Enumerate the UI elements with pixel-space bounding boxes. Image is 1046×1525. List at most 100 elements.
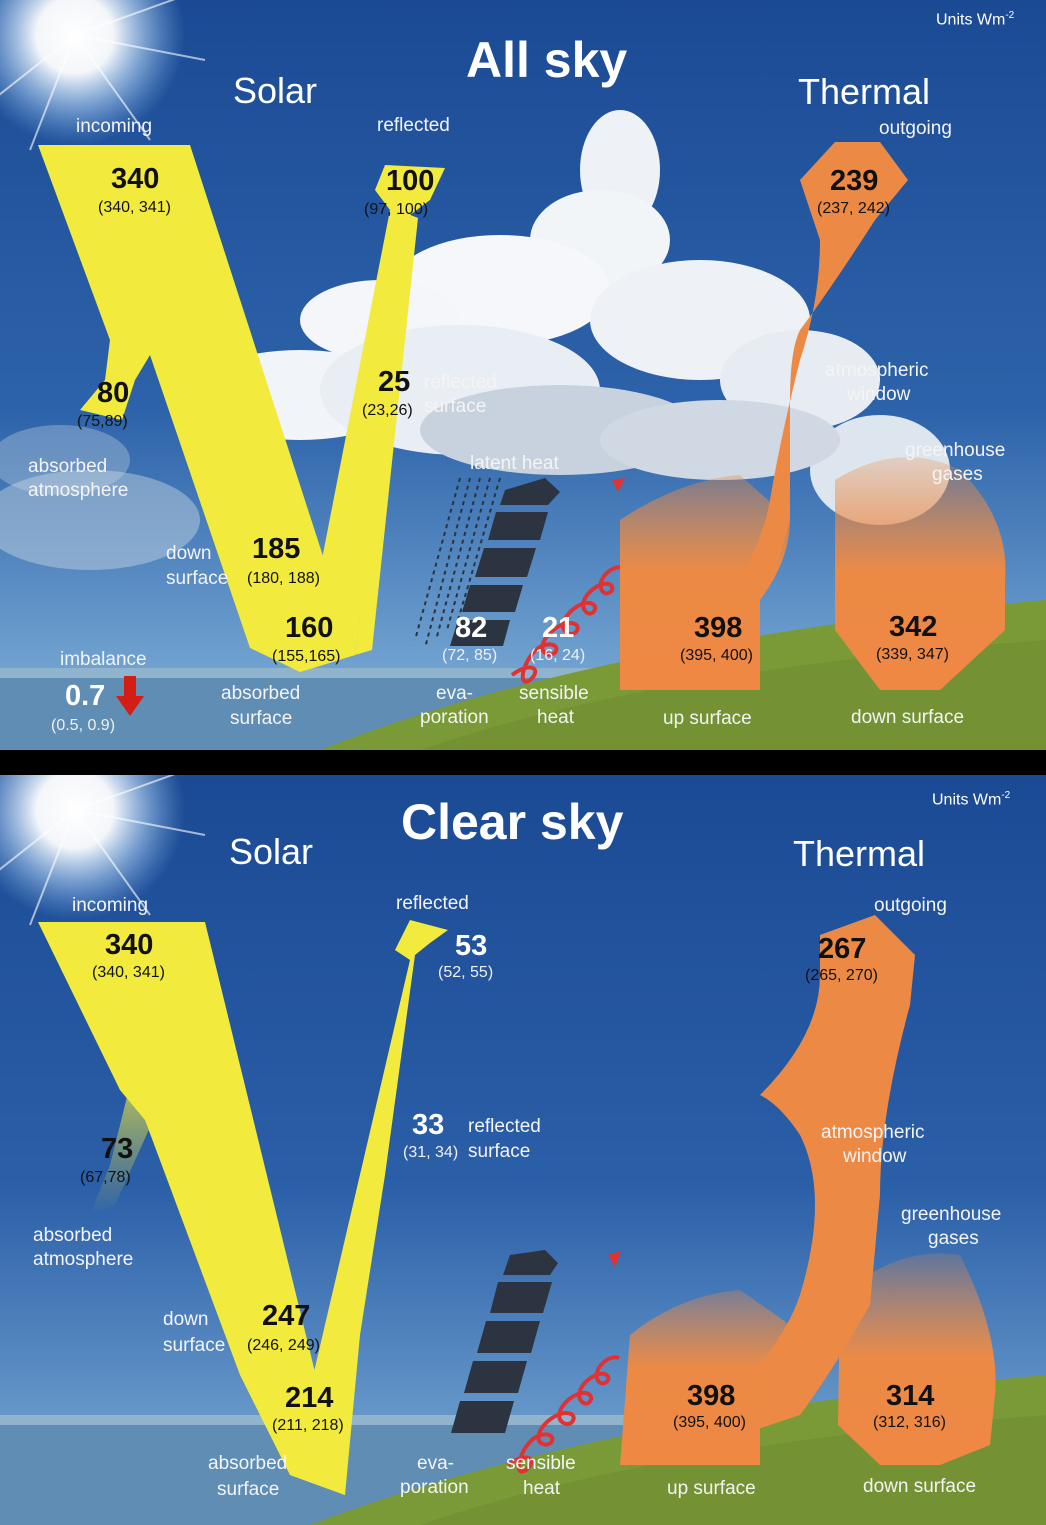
down-surface-label-1: down [163,1309,209,1330]
evaporation-label-1: eva- [436,683,473,704]
down-thermal-range: (339, 347) [876,646,949,663]
outgoing-value: 239 [830,165,879,197]
units-label: Units Wm-2 [936,10,1015,29]
reflected-surface-label-1: reflected [424,372,497,393]
surface-down-thermal [838,1253,996,1465]
absorbed-atm-value: 80 [97,377,130,409]
outgoing-value: 267 [818,933,867,965]
thermal-heading: Thermal [798,71,931,112]
reflected-value: 100 [386,165,435,197]
absorbed-surface-label-2: surface [217,1479,280,1500]
absorbed-atm-label-2: atmosphere [33,1249,134,1270]
solar-heading: Solar [233,70,318,111]
absorbed-atm-range: (75,89) [77,413,128,430]
sensible-label-2: heat [523,1478,560,1499]
thermal-heading: Thermal [793,833,926,874]
reflected-surface-range: (31, 34) [403,1144,459,1161]
latent-heat-arrow-icon [451,1250,558,1433]
sensible-value: 21 [542,612,575,644]
clear-sky-panel: Units Wm-2 Clear sky Solar Thermal incom… [0,775,1046,1525]
absorbed-atm-label-2: atmosphere [28,480,129,501]
incoming-solar-arrow [38,922,345,1495]
reflected-surface-label-2: surface [424,396,487,417]
down-surface-value: 247 [262,1300,311,1332]
incoming-label: incoming [72,895,149,916]
sun-icon [0,775,206,926]
latent-heat-arrow-icon [450,478,560,646]
ghg-label-2: gases [928,1228,979,1249]
reflected-solar-arrow [290,920,448,1495]
absorbed-atm-label-1: absorbed [33,1225,113,1246]
reflected-surface-range: (23,26) [362,402,413,419]
absorbed-atm-range: (67,78) [80,1169,131,1186]
solar-flows [38,920,448,1495]
down-surface-range: (246, 249) [247,1337,320,1354]
incoming-range: (340, 341) [98,199,171,216]
imbalance-range: (0.5, 0.9) [51,717,116,734]
solar-flows [38,145,445,672]
up-surface-range: (395, 400) [680,647,753,664]
window-label-2: window [843,1146,907,1167]
down-surface-label-1: down [166,543,212,564]
spiral-arrow-icon [506,1251,621,1474]
down-arrow-icon [116,676,144,716]
clear-sky-background [0,775,1046,1525]
up-surface-label: up surface [663,708,752,729]
ghg-label-2: gases [932,464,983,485]
evaporation-label-1: eva- [417,1453,454,1474]
outgoing-range: (237, 242) [817,200,890,217]
absorbed-surface-label-1: absorbed [208,1453,288,1474]
reflected-label: reflected [396,893,469,914]
window-label-2: window [847,384,911,405]
down-thermal-value: 314 [886,1380,935,1412]
outgoing-label: outgoing [874,895,947,916]
down-surface-label-2: surface [163,1335,226,1356]
incoming-value: 340 [111,163,160,195]
down-thermal-label: down surface [863,1476,977,1497]
thermal-flows [620,142,1006,690]
down-thermal-range: (312, 316) [873,1414,946,1431]
outgoing-label: outgoing [879,118,952,139]
sensible-range: (16, 24) [530,647,586,664]
absorbed-surface-label-2: surface [230,708,293,729]
window-label-1: atmospheric [821,1122,925,1143]
outgoing-range: (265, 270) [805,967,878,984]
absorbed-surface-value: 214 [285,1382,334,1414]
evaporation-value: 82 [455,612,488,644]
reflected-range: (97, 100) [364,201,429,218]
incoming-range: (340, 341) [92,964,165,981]
reflected-range: (52, 55) [438,964,494,981]
reflected-surface-value: 33 [412,1109,445,1141]
reflected-surface-label-2: surface [468,1141,531,1162]
absorbed-surface-range: (211, 218) [272,1417,344,1434]
absorbed-surface-value: 160 [285,612,334,644]
surface-down-thermal [835,457,1006,690]
surface-up-thermal [620,1290,790,1465]
ghg-label-1: greenhouse [905,440,1006,461]
sensible-label-1: sensible [506,1453,576,1474]
rain-icon [414,477,501,649]
reflected-label: reflected [377,115,450,136]
evaporation-range: (72, 85) [442,647,498,664]
evaporation-label-2: poration [400,1477,469,1498]
window-label-1: atmospheric [825,360,929,381]
sun-icon [0,0,206,151]
surface-up-thermal [620,475,790,690]
absorbed-surface-label-1: absorbed [221,683,301,704]
thermal-flows [620,915,996,1465]
imbalance-label: imbalance [60,649,147,670]
reflected-surface-value: 25 [378,366,411,398]
sensible-label-2: heat [537,707,574,728]
imbalance-value: 0.7 [65,680,106,712]
incoming-solar-arrow [38,145,355,672]
units-label: Units Wm-2 [932,790,1011,809]
outgoing-thermal-arrow [700,142,908,640]
incoming-label: incoming [76,116,153,137]
down-thermal-label: down surface [851,707,965,728]
down-surface-value: 185 [252,533,301,565]
incoming-value: 340 [105,929,154,961]
down-surface-label-2: surface [166,568,229,589]
down-thermal-value: 342 [889,611,938,643]
up-surface-label: up surface [667,1478,756,1499]
